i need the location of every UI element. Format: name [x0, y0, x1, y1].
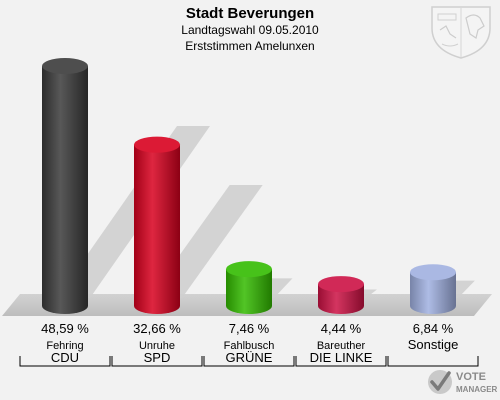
bar-body — [42, 66, 88, 314]
bars — [42, 58, 456, 314]
category-bracket — [111, 356, 203, 367]
value-label: 48,59 % — [41, 321, 89, 336]
votemanager-logo: VOTE MANAGER — [428, 370, 498, 394]
bar-body — [134, 144, 180, 314]
bar-top — [410, 264, 456, 281]
bar-body — [226, 269, 272, 314]
candidate-label: Fahlbusch — [224, 340, 275, 352]
category-label: GRÜNE — [226, 350, 273, 365]
chart-subtitle: Landtagswahl 09.05.2010 — [181, 23, 319, 37]
candidate-label: Bareuther — [317, 340, 366, 352]
candidate-label: Fehring — [46, 340, 83, 352]
category-label: CDU — [51, 350, 79, 365]
bar-die-linke — [318, 276, 364, 314]
coat-of-arms-icon — [431, 6, 491, 59]
category-bracket — [203, 356, 295, 367]
chart-title: Stadt Beverungen — [185, 5, 315, 22]
category-label: DIE LINKE — [310, 350, 373, 365]
bar-body — [410, 272, 456, 314]
bar-gr-ne — [226, 261, 272, 314]
bar-top — [318, 276, 364, 293]
bar-labels: 48,59 % 32,66 % 7,46 % 4,44 % 6,84 % — [41, 321, 454, 336]
category-label: Sonstige — [408, 337, 459, 352]
bar-top — [226, 261, 272, 278]
category-bracket — [19, 356, 111, 367]
chart-subtitle-2: Erststimmen Amelunxen — [185, 39, 315, 53]
category-label: SPD — [144, 350, 171, 365]
bar-body — [318, 284, 364, 314]
value-label: 7,46 % — [229, 321, 270, 336]
logo-line2: MANAGER — [456, 385, 498, 394]
bar-spd — [134, 136, 180, 314]
value-label: 4,44 % — [321, 321, 362, 336]
logo-line1: VOTE — [456, 371, 486, 383]
value-label: 32,66 % — [133, 321, 181, 336]
bar-cdu — [42, 58, 88, 314]
category-bracket — [387, 356, 479, 367]
bar-top — [42, 58, 88, 74]
bar-sonstige — [410, 264, 456, 314]
category-bracket — [295, 356, 387, 367]
bar-top — [134, 136, 180, 153]
checkmark-icon — [428, 370, 452, 394]
value-label: 6,84 % — [413, 321, 454, 336]
candidate-label: Unruhe — [139, 340, 175, 352]
